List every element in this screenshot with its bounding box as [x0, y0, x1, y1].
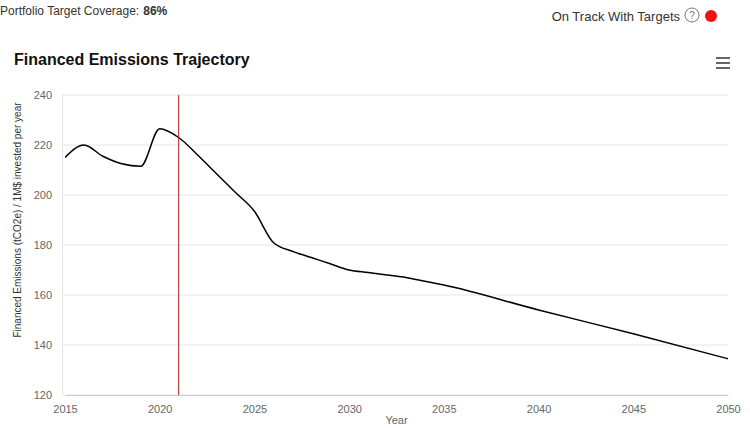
- coverage-label: Portfolio Target Coverage:: [0, 4, 139, 18]
- status-label: On Track With Targets: [552, 9, 681, 24]
- x-tick-label: 2030: [337, 403, 361, 415]
- x-tick: 2020: [148, 395, 172, 415]
- menu-icon-bar: [716, 62, 730, 64]
- grid-line: [62, 295, 728, 296]
- y-tick-label: 180: [34, 239, 52, 251]
- y-axis: 120 140 160 180 200 220 240: [34, 89, 63, 401]
- coverage-text: Portfolio Target Coverage: 86%: [0, 4, 168, 18]
- data-line: [65, 129, 728, 359]
- y-tick: 140: [34, 339, 62, 351]
- grid-line: [62, 395, 728, 396]
- help-icon-ring: [685, 8, 699, 22]
- reference-line: [178, 95, 179, 395]
- x-tick-label: 2020: [148, 403, 172, 415]
- menu-icon-bar: [716, 57, 730, 59]
- help-icon: ?: [689, 10, 695, 21]
- x-tick-label: 2050: [716, 403, 740, 415]
- y-axis-title: Financed Emissions (tCO2e) / 1M$ investe…: [12, 102, 23, 338]
- grid-line: [62, 345, 728, 346]
- x-axis-title: Year: [385, 414, 408, 426]
- x-tick-label: 2035: [432, 403, 456, 415]
- chart-root: Portfolio Target Coverage: 86% On Track Wi…: [0, 0, 750, 428]
- x-tick: 2015: [53, 395, 77, 415]
- y-tick: 180: [34, 239, 62, 251]
- x-tick: 2050: [716, 395, 740, 415]
- menu-icon-bar: [716, 67, 730, 69]
- grid: [62, 95, 728, 395]
- grid-line: [62, 245, 728, 246]
- x-tick: 2040: [527, 395, 551, 415]
- status-dot: [705, 10, 717, 22]
- coverage-value: 86%: [143, 4, 167, 18]
- x-tick: 2045: [622, 395, 646, 415]
- y-tick: 240: [34, 89, 62, 101]
- y-tick-label: 200: [34, 189, 52, 201]
- y-tick: 200: [34, 189, 62, 201]
- y-tick-label: 220: [34, 139, 52, 151]
- x-tick-label: 2015: [53, 403, 77, 415]
- y-tick: 220: [34, 139, 62, 151]
- chart-title: Financed Emissions Trajectory: [14, 51, 250, 68]
- y-tick: 160: [34, 289, 62, 301]
- grid-line: [62, 195, 728, 196]
- x-tick-label: 2025: [243, 403, 267, 415]
- grid-line: [62, 145, 728, 146]
- plot-area: [65, 95, 728, 395]
- x-tick: 2025: [243, 395, 267, 415]
- x-tick-label: 2045: [622, 403, 646, 415]
- x-tick: 2030: [337, 395, 361, 415]
- y-tick: 120: [34, 389, 62, 401]
- y-tick-label: 140: [34, 339, 52, 351]
- x-axis: 2015 2020 2025 2030 2035 2040 2045 2050: [53, 395, 740, 415]
- y-tick-label: 120: [34, 389, 52, 401]
- grid-line: [62, 95, 728, 96]
- y-axis-line: [62, 96, 63, 396]
- y-tick-label: 240: [34, 89, 52, 101]
- x-tick-label: 2040: [527, 403, 551, 415]
- y-tick-label: 160: [34, 289, 52, 301]
- x-axis-line: [66, 395, 729, 396]
- x-tick: 2035: [432, 395, 456, 415]
